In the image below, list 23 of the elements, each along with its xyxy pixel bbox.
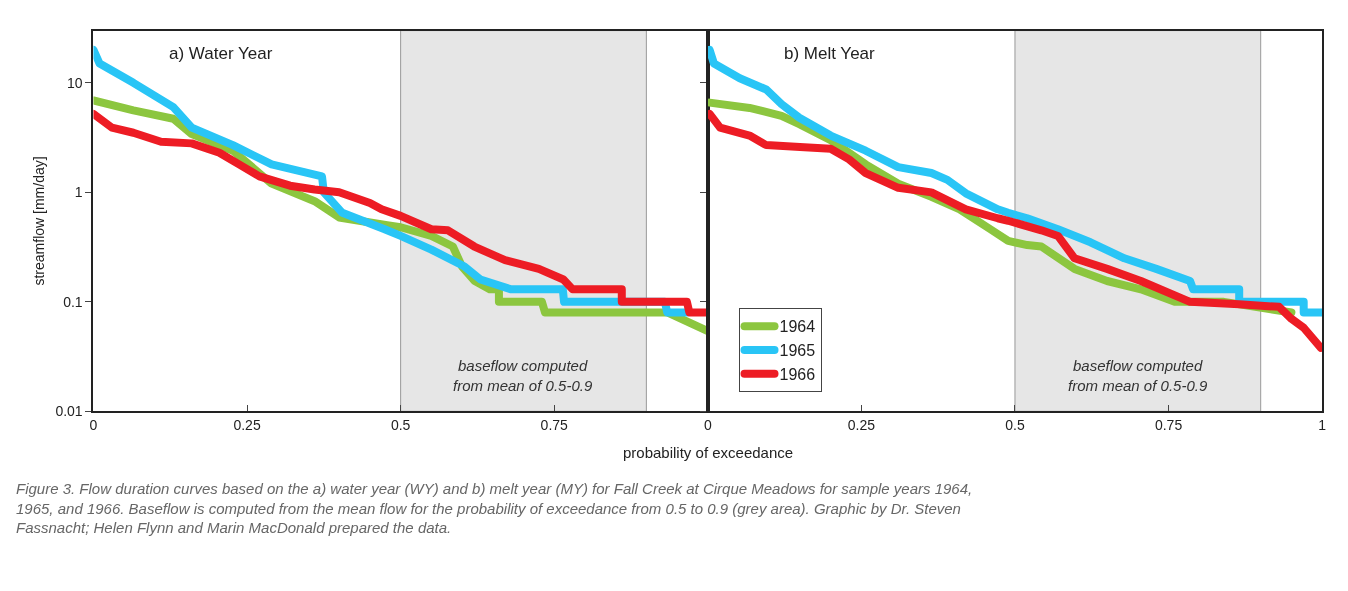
y-tick-label: 0.01 <box>55 403 83 420</box>
x-tick-label: 0.25 <box>233 417 261 434</box>
caption: Figure 3. Flow duration curves based on the a) water year (WY) and b) melt year (MY) for Fall Creek at Cirque Meadows for sample years 1964, 1965, and 1966. Baseflow is computed from the mean flow for the probability of exceedance from 0.5 to 0.9 (grey area). Graphic by Dr. Steven Fassnacht; Helen Flynn and Marin MacDonald prepared the data. <box>16 480 973 536</box>
legend-label: 1965 <box>779 342 816 360</box>
x-axis-title: probability of exceedance <box>623 444 794 461</box>
band-label: baseflow computed from mean of 0.5-0.9 <box>453 357 593 394</box>
x-tick-label: 0.5 <box>1005 417 1025 434</box>
band-label: baseflow computed from mean of 0.5-0.9 <box>1068 357 1208 394</box>
y-tick-label: 0.1 <box>63 293 83 310</box>
x-tick-label: 0.25 <box>847 417 876 434</box>
x-tick-label: 0.75 <box>1154 417 1183 434</box>
text: a) Water Year <box>169 44 273 63</box>
y-tick-label: 1 <box>74 184 83 201</box>
y-axis-title: streamflow [mm/day] <box>30 156 47 286</box>
x-tick-label: 1 <box>1318 417 1327 434</box>
x-tick-label: 0 <box>703 417 712 434</box>
legend-label: 1964 <box>779 318 816 336</box>
text: b) Melt Year <box>784 44 876 63</box>
y-tick-label: 10 <box>67 74 83 91</box>
x-tick-label: 0.5 <box>390 417 411 434</box>
x-tick-label: 0 <box>89 417 98 434</box>
x-tick-label: 0.75 <box>540 417 569 434</box>
legend-label: 1966 <box>779 366 816 384</box>
